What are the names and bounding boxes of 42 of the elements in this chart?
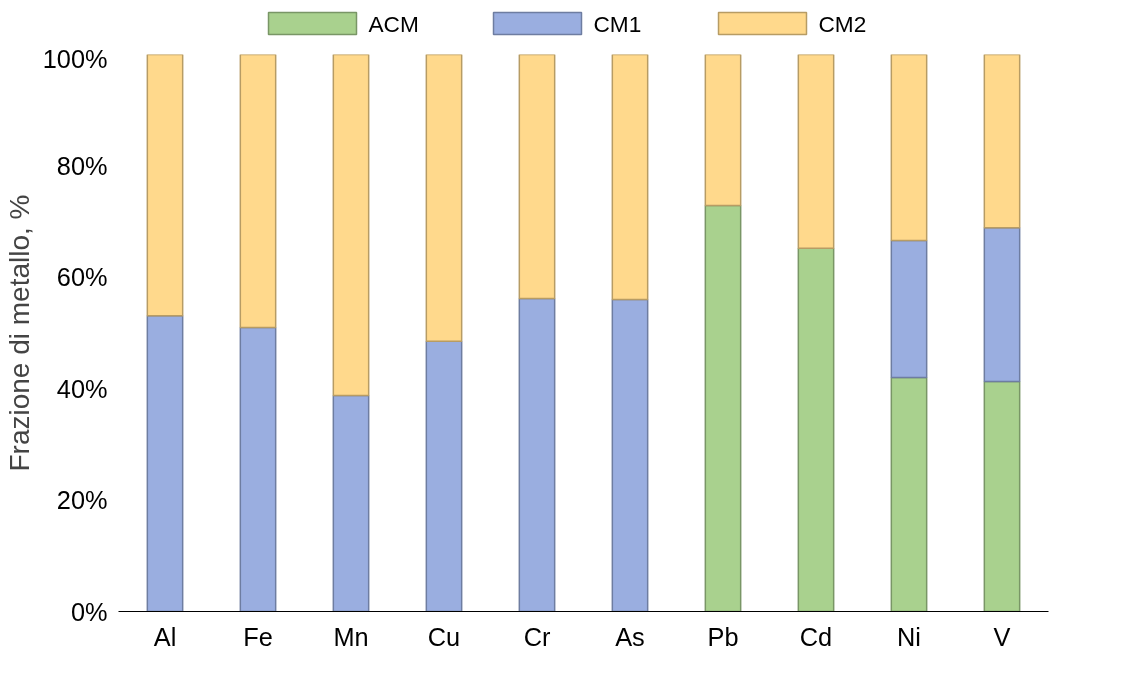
bar	[425, 340, 463, 612]
bar	[146, 54, 184, 317]
x-tick-label: Cu	[427, 622, 461, 651]
legend-label: ACM	[368, 10, 419, 37]
bar	[890, 54, 928, 242]
bar	[704, 204, 742, 612]
legend-label: CM1	[593, 10, 642, 37]
bar	[239, 326, 277, 612]
bar	[425, 54, 463, 343]
bar	[797, 247, 835, 612]
bar	[332, 394, 370, 612]
bar	[890, 376, 928, 612]
y-tick-label: 0%	[70, 597, 108, 626]
bar	[704, 54, 742, 207]
bar	[518, 297, 556, 612]
bar	[983, 380, 1021, 612]
x-tick-label: Al	[153, 622, 177, 651]
x-tick-label: Pb	[707, 622, 739, 651]
bar	[518, 54, 556, 300]
y-axis-title: Frazione di metallo, %	[3, 194, 35, 472]
x-tick-label: Mn	[333, 622, 369, 651]
legend-label: CM2	[818, 10, 867, 37]
x-tick-label: Ni	[897, 622, 921, 651]
bar	[983, 226, 1021, 383]
x-tick-label: As	[615, 622, 645, 651]
bar	[983, 54, 1021, 229]
bar	[611, 54, 649, 301]
x-tick-label: V	[993, 622, 1011, 651]
bar	[797, 54, 835, 250]
y-tick-label: 20%	[56, 486, 108, 515]
y-tick-label: 80%	[56, 151, 108, 180]
y-tick-label: 40%	[56, 374, 108, 403]
bar	[611, 298, 649, 612]
x-tick-label: Fe	[243, 622, 273, 651]
bar	[239, 54, 277, 329]
x-tick-label: Cd	[799, 622, 833, 651]
x-tick-label: Cr	[523, 622, 551, 651]
y-tick-label: 100%	[42, 44, 108, 73]
bar	[890, 239, 928, 379]
y-tick-label: 60%	[56, 263, 108, 292]
bar	[146, 314, 184, 612]
bar	[332, 54, 370, 397]
